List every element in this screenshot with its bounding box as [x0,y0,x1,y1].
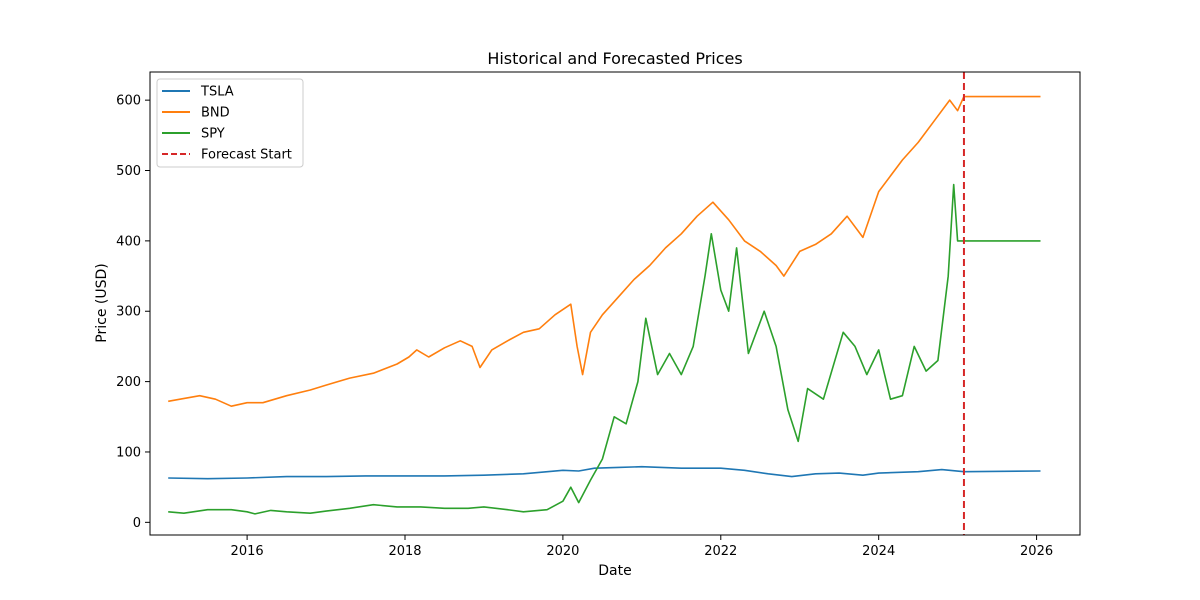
legend-label-spy: SPY [201,127,225,142]
y-tick-label: 100 [116,445,141,460]
series-line-spy [168,183,1041,515]
series-line-tsla [168,465,1041,480]
y-tick-label: 0 [133,516,141,531]
series-layer [168,95,1041,515]
y-axis: 0 100 200 300 400 500 600 [116,94,150,531]
legend-label-forecast-start: Forecast Start [201,148,292,163]
y-tick-label: 600 [116,94,141,109]
x-tick-label: 2022 [704,544,737,559]
y-tick-label: 200 [116,375,141,390]
x-tick-label: 2026 [1020,544,1053,559]
plot-frame [149,71,1081,536]
x-tick-label: 2024 [862,544,895,559]
y-tick-label: 300 [116,305,141,320]
legend: TSLA BND SPY Forecast Start [156,78,304,168]
x-axis: 2016 2018 2020 2022 2024 2026 [231,535,1053,559]
legend-label-tsla: TSLA [200,85,234,100]
x-tick-label: 2016 [231,544,264,559]
x-tick-label: 2018 [388,544,421,559]
y-axis-label: Price (USD) [94,263,110,342]
series-line-bnd [168,95,1041,407]
chart-title: Historical and Forecasted Prices [487,49,742,68]
y-tick-label: 500 [116,164,141,179]
legend-label-bnd: BND [201,106,230,121]
x-tick-label: 2020 [546,544,579,559]
legend-box [156,78,304,168]
y-tick-label: 400 [116,234,141,249]
x-axis-label: Date [598,563,631,579]
